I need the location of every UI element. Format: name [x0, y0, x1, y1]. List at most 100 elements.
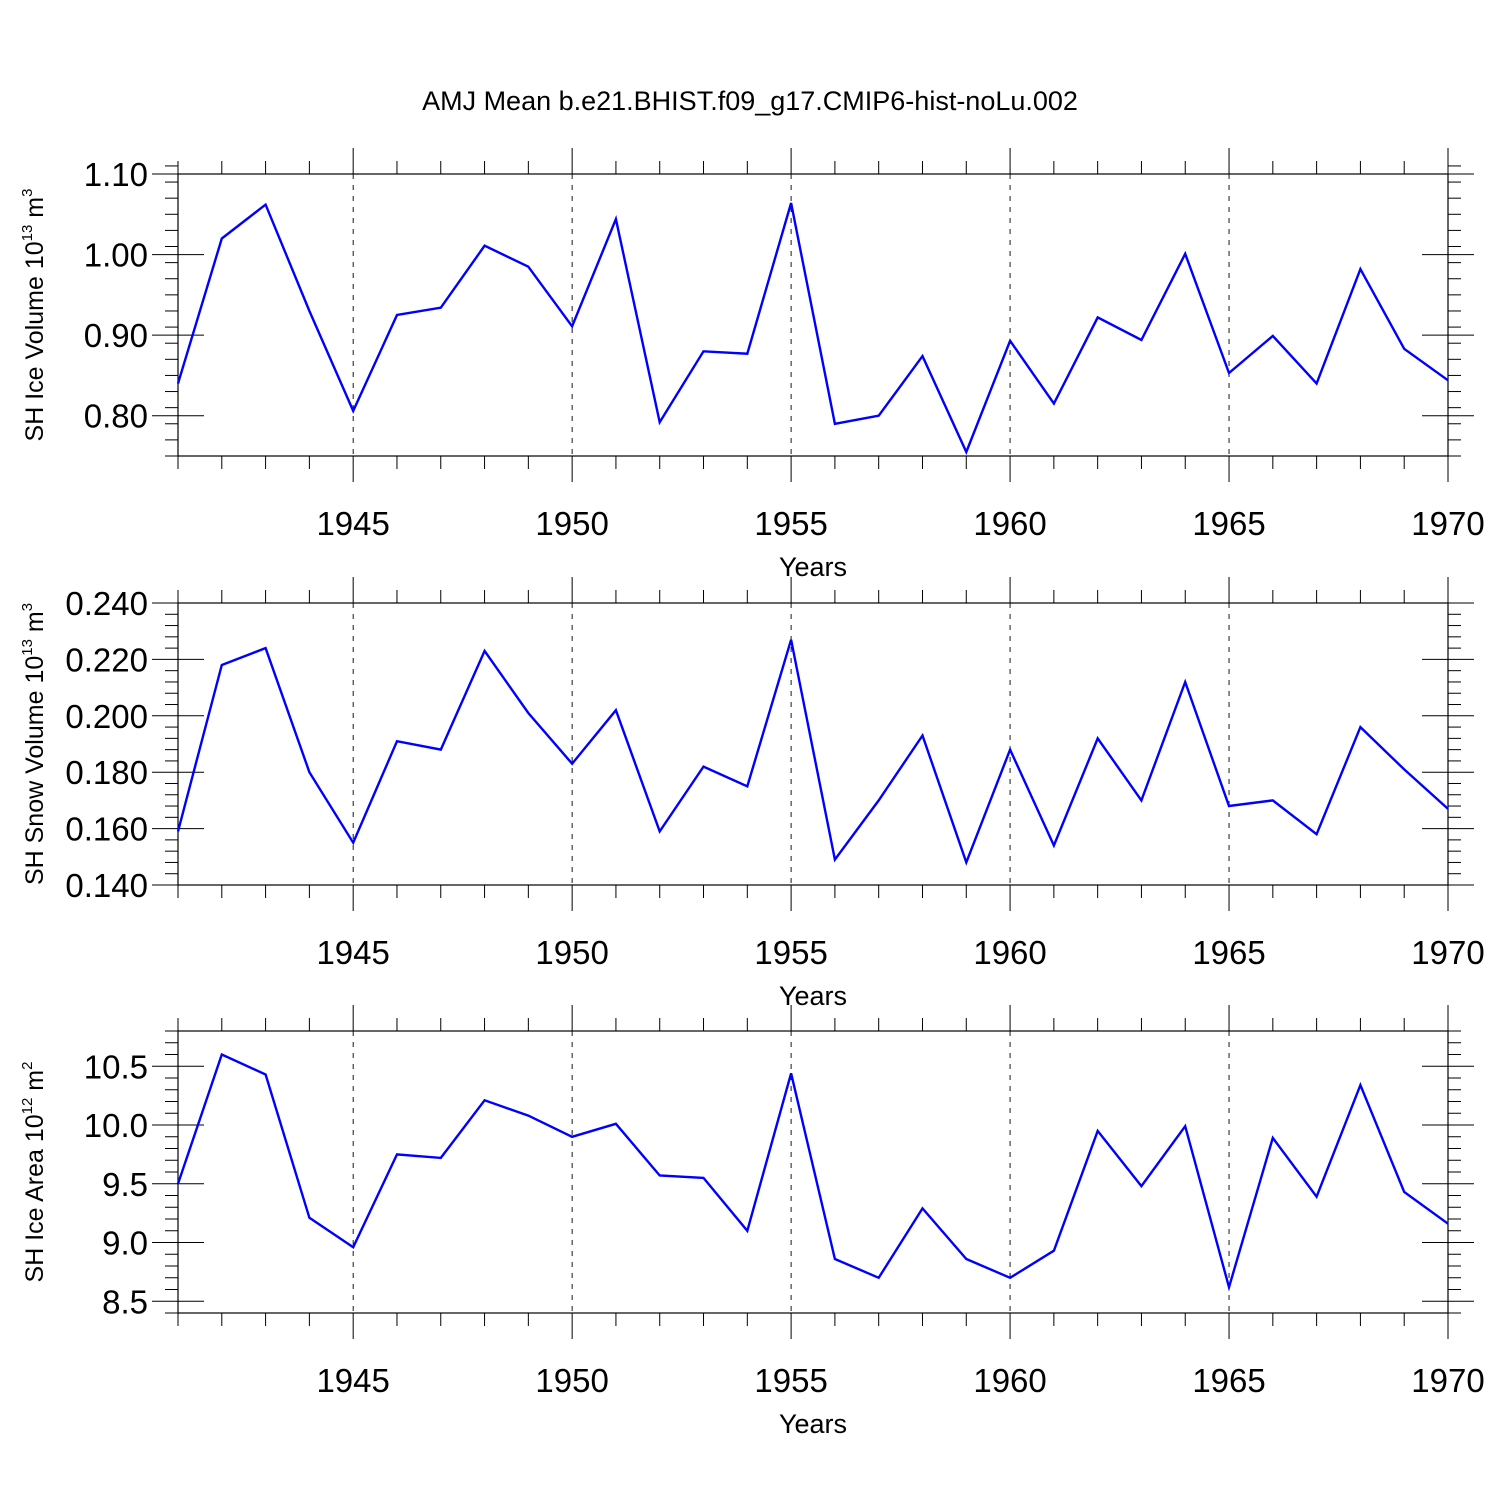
- data-point: [264, 1072, 268, 1076]
- data-point: [702, 349, 706, 353]
- data-point: [395, 1152, 399, 1156]
- data-point: [439, 748, 443, 752]
- x-tick-label: 1955: [754, 1362, 827, 1399]
- data-point: [526, 1114, 530, 1118]
- data-point: [483, 244, 487, 248]
- y-tick-label: 0.200: [65, 698, 148, 735]
- plot-frame: [177, 602, 1449, 886]
- data-point: [1358, 267, 1362, 271]
- data-point: [439, 306, 443, 310]
- x-tick-label: 1945: [316, 505, 389, 542]
- x-axis-label: Years: [779, 1409, 847, 1439]
- data-point: [1358, 725, 1362, 729]
- panel-3: 8.5 9.0 9.5 10.0 10.5 1945 1950 1955 1960 1965 197…: [19, 1005, 1485, 1439]
- x-tick-label: 1960: [973, 505, 1046, 542]
- data-point: [702, 1176, 706, 1180]
- data-point: [745, 784, 749, 788]
- data-point: [351, 1245, 355, 1249]
- data-point: [1183, 252, 1187, 256]
- data-point: [307, 770, 311, 774]
- data-point: [789, 201, 793, 205]
- data-point: [176, 1182, 180, 1186]
- x-tick-label: 1950: [535, 934, 608, 971]
- x-tick-label: 1955: [754, 505, 827, 542]
- chart-title: AMJ Mean b.e21.BHIST.f09_g17.CMIP6-hist-…: [422, 86, 1078, 116]
- data-point: [702, 765, 706, 769]
- data-point: [1052, 1249, 1056, 1253]
- plot-frame: [177, 173, 1449, 457]
- y-tick-label: 9.0: [102, 1225, 148, 1262]
- series-line: [176, 1052, 1449, 1292]
- data-point: [1402, 347, 1406, 351]
- y-axis-label-unit: m: [21, 197, 49, 225]
- y-axis-label-unit-exponent: 2: [19, 1062, 36, 1070]
- y-axis-label-unit: m: [21, 611, 49, 639]
- data-point: [745, 352, 749, 356]
- x-tick-label: 1955: [754, 934, 827, 971]
- data-point: [395, 739, 399, 743]
- data-point: [964, 860, 968, 864]
- x-tick-label: 1945: [316, 1362, 389, 1399]
- data-point: [526, 711, 530, 715]
- x-tick-label: 1965: [1192, 1362, 1265, 1399]
- data-point: [176, 381, 180, 385]
- data-point: [220, 663, 224, 667]
- y-axis-label-exponent: 13: [19, 225, 36, 242]
- y-tick-label: 9.5: [102, 1166, 148, 1203]
- data-point: [307, 1216, 311, 1220]
- x-tick-label: 1965: [1192, 934, 1265, 971]
- data-point: [1315, 381, 1319, 385]
- data-point: [1402, 1190, 1406, 1194]
- data-point: [614, 217, 618, 221]
- data-point: [1402, 767, 1406, 771]
- data-point: [483, 1098, 487, 1102]
- data-point: [658, 420, 662, 424]
- data-point: [833, 858, 837, 862]
- data-point: [1052, 844, 1056, 848]
- data-point: [1096, 1129, 1100, 1133]
- y-tick-label: 0.180: [65, 754, 148, 791]
- data-point: [395, 313, 399, 317]
- data-point: [1008, 339, 1012, 343]
- y-axis-label-exponent: 12: [19, 1098, 36, 1115]
- panel-1: 0.80 0.90 1.00 1.10 1945 1950 1955 1960 1965 1970…: [19, 148, 1485, 582]
- data-point: [745, 1229, 749, 1233]
- data-point: [1139, 338, 1143, 342]
- data-point: [1139, 798, 1143, 802]
- y-tick-label: 8.5: [102, 1283, 148, 1320]
- panel-2: 0.140 0.160 0.180 0.200 0.220 0.240 1945 1950 19…: [19, 577, 1485, 1011]
- data-point: [1227, 804, 1231, 808]
- x-tick-label: 1950: [535, 1362, 608, 1399]
- data-point: [920, 734, 924, 738]
- data-point: [1315, 1195, 1319, 1199]
- data-point: [789, 1071, 793, 1075]
- y-axis-label-unit-exponent: 3: [19, 603, 36, 611]
- data-point: [877, 414, 881, 418]
- x-tick-label: 1970: [1411, 1362, 1484, 1399]
- x-tick-label: 1970: [1411, 505, 1484, 542]
- data-point: [658, 829, 662, 833]
- y-axis-label-text: SH Ice Volume 10: [21, 241, 49, 441]
- data-point: [833, 422, 837, 426]
- data-point: [570, 1135, 574, 1139]
- data-point: [570, 324, 574, 328]
- series-line: [176, 202, 1449, 456]
- y-tick-label: 0.220: [65, 641, 148, 678]
- data-point: [964, 450, 968, 454]
- plot-frame: [177, 1030, 1449, 1314]
- data-point: [264, 646, 268, 650]
- y-tick-label: 10.0: [84, 1107, 148, 1144]
- data-point: [1446, 378, 1450, 382]
- data-point: [1052, 402, 1056, 406]
- data-point: [1271, 798, 1275, 802]
- x-axis-label: Years: [779, 552, 847, 582]
- data-point: [1446, 1222, 1450, 1226]
- panels-group: 0.80 0.90 1.00 1.10 1945 1950 1955 1960 1965 1970…: [19, 148, 1485, 1439]
- data-point: [570, 762, 574, 766]
- x-axis-label: Years: [779, 981, 847, 1011]
- data-point: [658, 1174, 662, 1178]
- y-tick-label: 1.00: [84, 237, 148, 274]
- data-point: [1271, 1136, 1275, 1140]
- data-point: [264, 203, 268, 207]
